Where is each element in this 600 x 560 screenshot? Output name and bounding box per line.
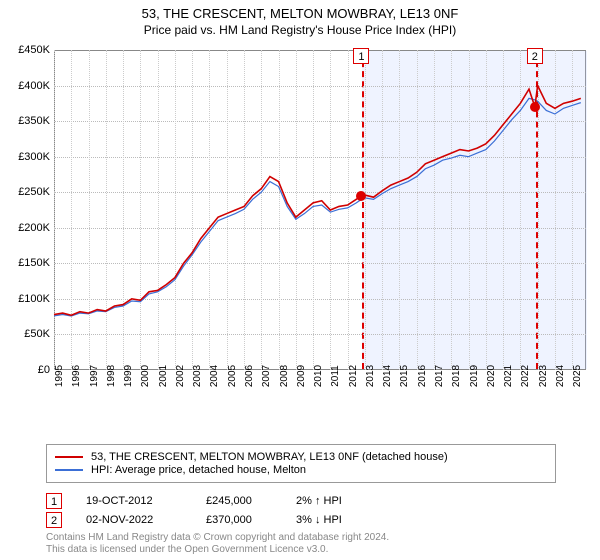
footer-text: Contains HM Land Registry data © Crown c… xyxy=(46,532,389,556)
marker-flag: 2 xyxy=(527,48,543,64)
marker-flag: 1 xyxy=(353,48,369,64)
marker-table-row: 2 02-NOV-2022£370,0003% ↓ HPI xyxy=(46,512,416,528)
marker-price: £245,000 xyxy=(206,495,296,507)
marker-price: £370,000 xyxy=(206,514,296,526)
legend-swatch xyxy=(55,456,83,458)
marker-date: 02-NOV-2022 xyxy=(86,514,206,526)
chart-subtitle: Price paid vs. HM Land Registry's House … xyxy=(0,21,600,37)
series-svg xyxy=(8,44,588,372)
series-line xyxy=(54,86,581,316)
legend-row: HPI: Average price, detached house, Melt… xyxy=(55,464,547,476)
legend-row: 53, THE CRESCENT, MELTON MOWBRAY, LE13 0… xyxy=(55,451,547,463)
footer-line-2: This data is licensed under the Open Gov… xyxy=(46,544,389,556)
legend-label: 53, THE CRESCENT, MELTON MOWBRAY, LE13 0… xyxy=(91,451,448,463)
legend-label: HPI: Average price, detached house, Melt… xyxy=(91,464,306,476)
chart-area: £0£50K£100K£150K£200K£250K£300K£350K£400… xyxy=(8,44,592,414)
marker-id-box: 1 xyxy=(46,493,62,509)
marker-dot xyxy=(530,102,540,112)
marker-delta: 3% ↓ HPI xyxy=(296,514,416,526)
marker-date: 19-OCT-2012 xyxy=(86,495,206,507)
chart-title: 53, THE CRESCENT, MELTON MOWBRAY, LE13 0… xyxy=(0,0,600,21)
legend-swatch xyxy=(55,469,83,471)
legend-box: 53, THE CRESCENT, MELTON MOWBRAY, LE13 0… xyxy=(46,444,556,483)
marker-table-row: 1 19-OCT-2012£245,0002% ↑ HPI xyxy=(46,493,416,509)
marker-id-box: 2 xyxy=(46,512,62,528)
marker-dot xyxy=(356,191,366,201)
footer-line-1: Contains HM Land Registry data © Crown c… xyxy=(46,532,389,544)
series-line xyxy=(54,98,581,316)
marker-table: 1 19-OCT-2012£245,0002% ↑ HPI 2 02-NOV-2022… xyxy=(46,490,416,531)
marker-delta: 2% ↑ HPI xyxy=(296,495,416,507)
